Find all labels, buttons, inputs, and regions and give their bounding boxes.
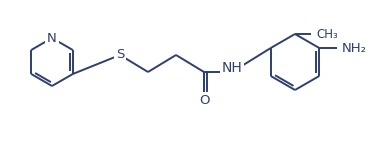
Text: CH₃: CH₃	[316, 27, 338, 40]
Text: NH₂: NH₂	[342, 42, 367, 54]
Text: O: O	[199, 93, 209, 106]
Text: S: S	[116, 48, 124, 62]
Text: NH: NH	[222, 61, 242, 75]
Text: N: N	[47, 32, 57, 45]
